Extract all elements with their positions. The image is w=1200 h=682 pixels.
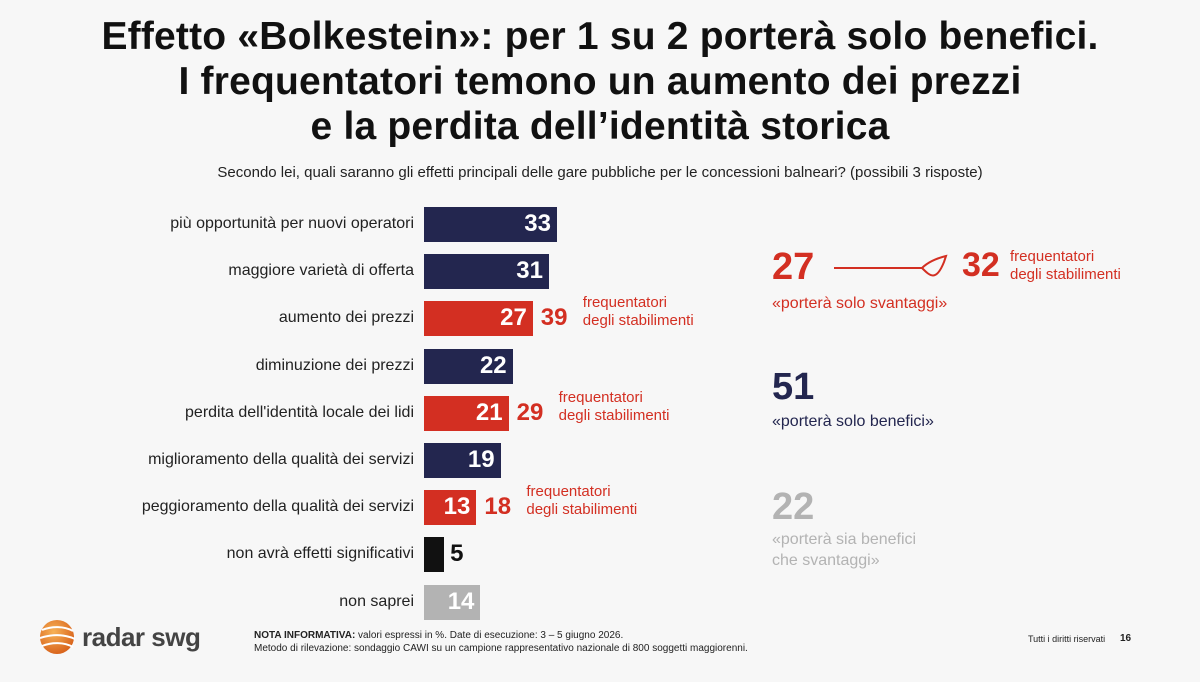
bar	[424, 207, 557, 242]
bar	[424, 301, 533, 336]
note-line-1: valori espressi in %. Date di esecuzione…	[355, 630, 624, 641]
radar-swg-logo: radar swg	[36, 616, 216, 660]
frequentatori-label-line: degli stabilimenti	[582, 312, 694, 329]
category-label: diminuzione dei prezzi	[255, 357, 414, 374]
note-line-2: Metodo di rilevazione: sondaggio CAWI su…	[254, 643, 748, 654]
entrambi-label: «porterà sia benefici che svantaggi»	[772, 529, 916, 571]
category-label: più opportunità per nuovi operatori	[170, 215, 414, 232]
category-label: non avrà effetti significativi	[226, 545, 414, 562]
category-label: peggioramento della qualità dei servizi	[141, 498, 414, 515]
category-label: miglioramento della qualità dei servizi	[148, 451, 414, 468]
bar	[424, 537, 445, 572]
bar-value-label: 21	[475, 399, 503, 426]
title-line-2: I frequentatori temono un aumento dei pr…	[178, 60, 1022, 103]
bar-value-label: 27	[500, 304, 527, 331]
entrambi-label-line-1: «porterà sia benefici	[772, 531, 917, 548]
bar-value-label: 13	[443, 493, 471, 520]
frequentatori-label: frequentatori degli stabilimenti	[583, 294, 694, 330]
svantaggi-freq-label-line-2: degli stabilimenti	[1010, 266, 1121, 283]
svantaggi-freq-label: frequentatori degli stabilimenti	[1010, 248, 1121, 284]
frequentatori-label: frequentatori degli stabilimenti	[559, 389, 670, 425]
title-line-1: Effetto «Bolkestein»: per 1 su 2 porterà…	[101, 15, 1099, 58]
bar	[424, 396, 509, 431]
bar	[424, 254, 549, 289]
frequentatori-label-line: degli stabilimenti	[558, 407, 670, 424]
category-label: maggiore varietà di offerta	[228, 262, 414, 279]
frequentatori-label-line: frequentatori	[558, 389, 643, 406]
note-bold: NOTA INFORMATIVA:	[254, 630, 356, 641]
logo-text: radar swg	[82, 622, 201, 652]
frequentatori-label: frequentatori degli stabilimenti	[526, 483, 637, 519]
svantaggi-freq-value: 32	[962, 246, 1000, 284]
page-title: Effetto «Bolkestein»: per 1 su 2 porterà…	[0, 14, 1200, 149]
svantaggi-freq-label-line-1: frequentatori	[1010, 248, 1095, 265]
svantaggi-label: «porterà solo svantaggi»	[772, 295, 948, 312]
bar	[424, 585, 481, 620]
bar	[424, 490, 477, 525]
bar-value-label: 33	[524, 210, 551, 237]
arrow-icon	[834, 254, 948, 277]
bar	[424, 349, 513, 384]
frequentatori-value: 18	[484, 493, 512, 520]
bar-value-label: 19	[467, 446, 495, 473]
question-subtitle: Secondo lei, quali saranno gli effetti p…	[217, 164, 983, 181]
benefici-label: «porterà solo benefici»	[772, 413, 934, 430]
page-number: 16	[1120, 633, 1132, 644]
frequentatori-value: 29	[516, 399, 544, 426]
frequentatori-value: 39	[540, 304, 568, 331]
bar	[424, 443, 501, 478]
rights-text: Tutti i diritti riservati	[1028, 634, 1106, 644]
frequentatori-label-line: frequentatori	[582, 294, 668, 311]
bar-value-label: 5	[450, 540, 464, 567]
benefici-value: 51	[772, 366, 815, 408]
frequentatori-label-line: frequentatori	[526, 483, 611, 500]
category-label: perdita dell'identità locale dei lidi	[185, 404, 414, 421]
svantaggi-value: 27	[772, 246, 815, 288]
radar-globe-icon	[39, 620, 76, 654]
bar-value-label: 14	[447, 588, 475, 615]
bar-value-label: 22	[479, 352, 507, 379]
methodology-note: NOTA INFORMATIVA: valori espressi in %. …	[254, 629, 748, 655]
category-label: non saprei	[339, 593, 414, 610]
frequentatori-label-line: degli stabilimenti	[526, 501, 638, 518]
bar-value-label: 31	[516, 257, 543, 284]
entrambi-value: 22	[772, 486, 815, 528]
title-line-3: e la perdita dell’identità storica	[310, 105, 890, 148]
category-label: aumento dei prezzi	[278, 309, 414, 326]
entrambi-label-line-2: che svantaggi»	[772, 552, 880, 569]
